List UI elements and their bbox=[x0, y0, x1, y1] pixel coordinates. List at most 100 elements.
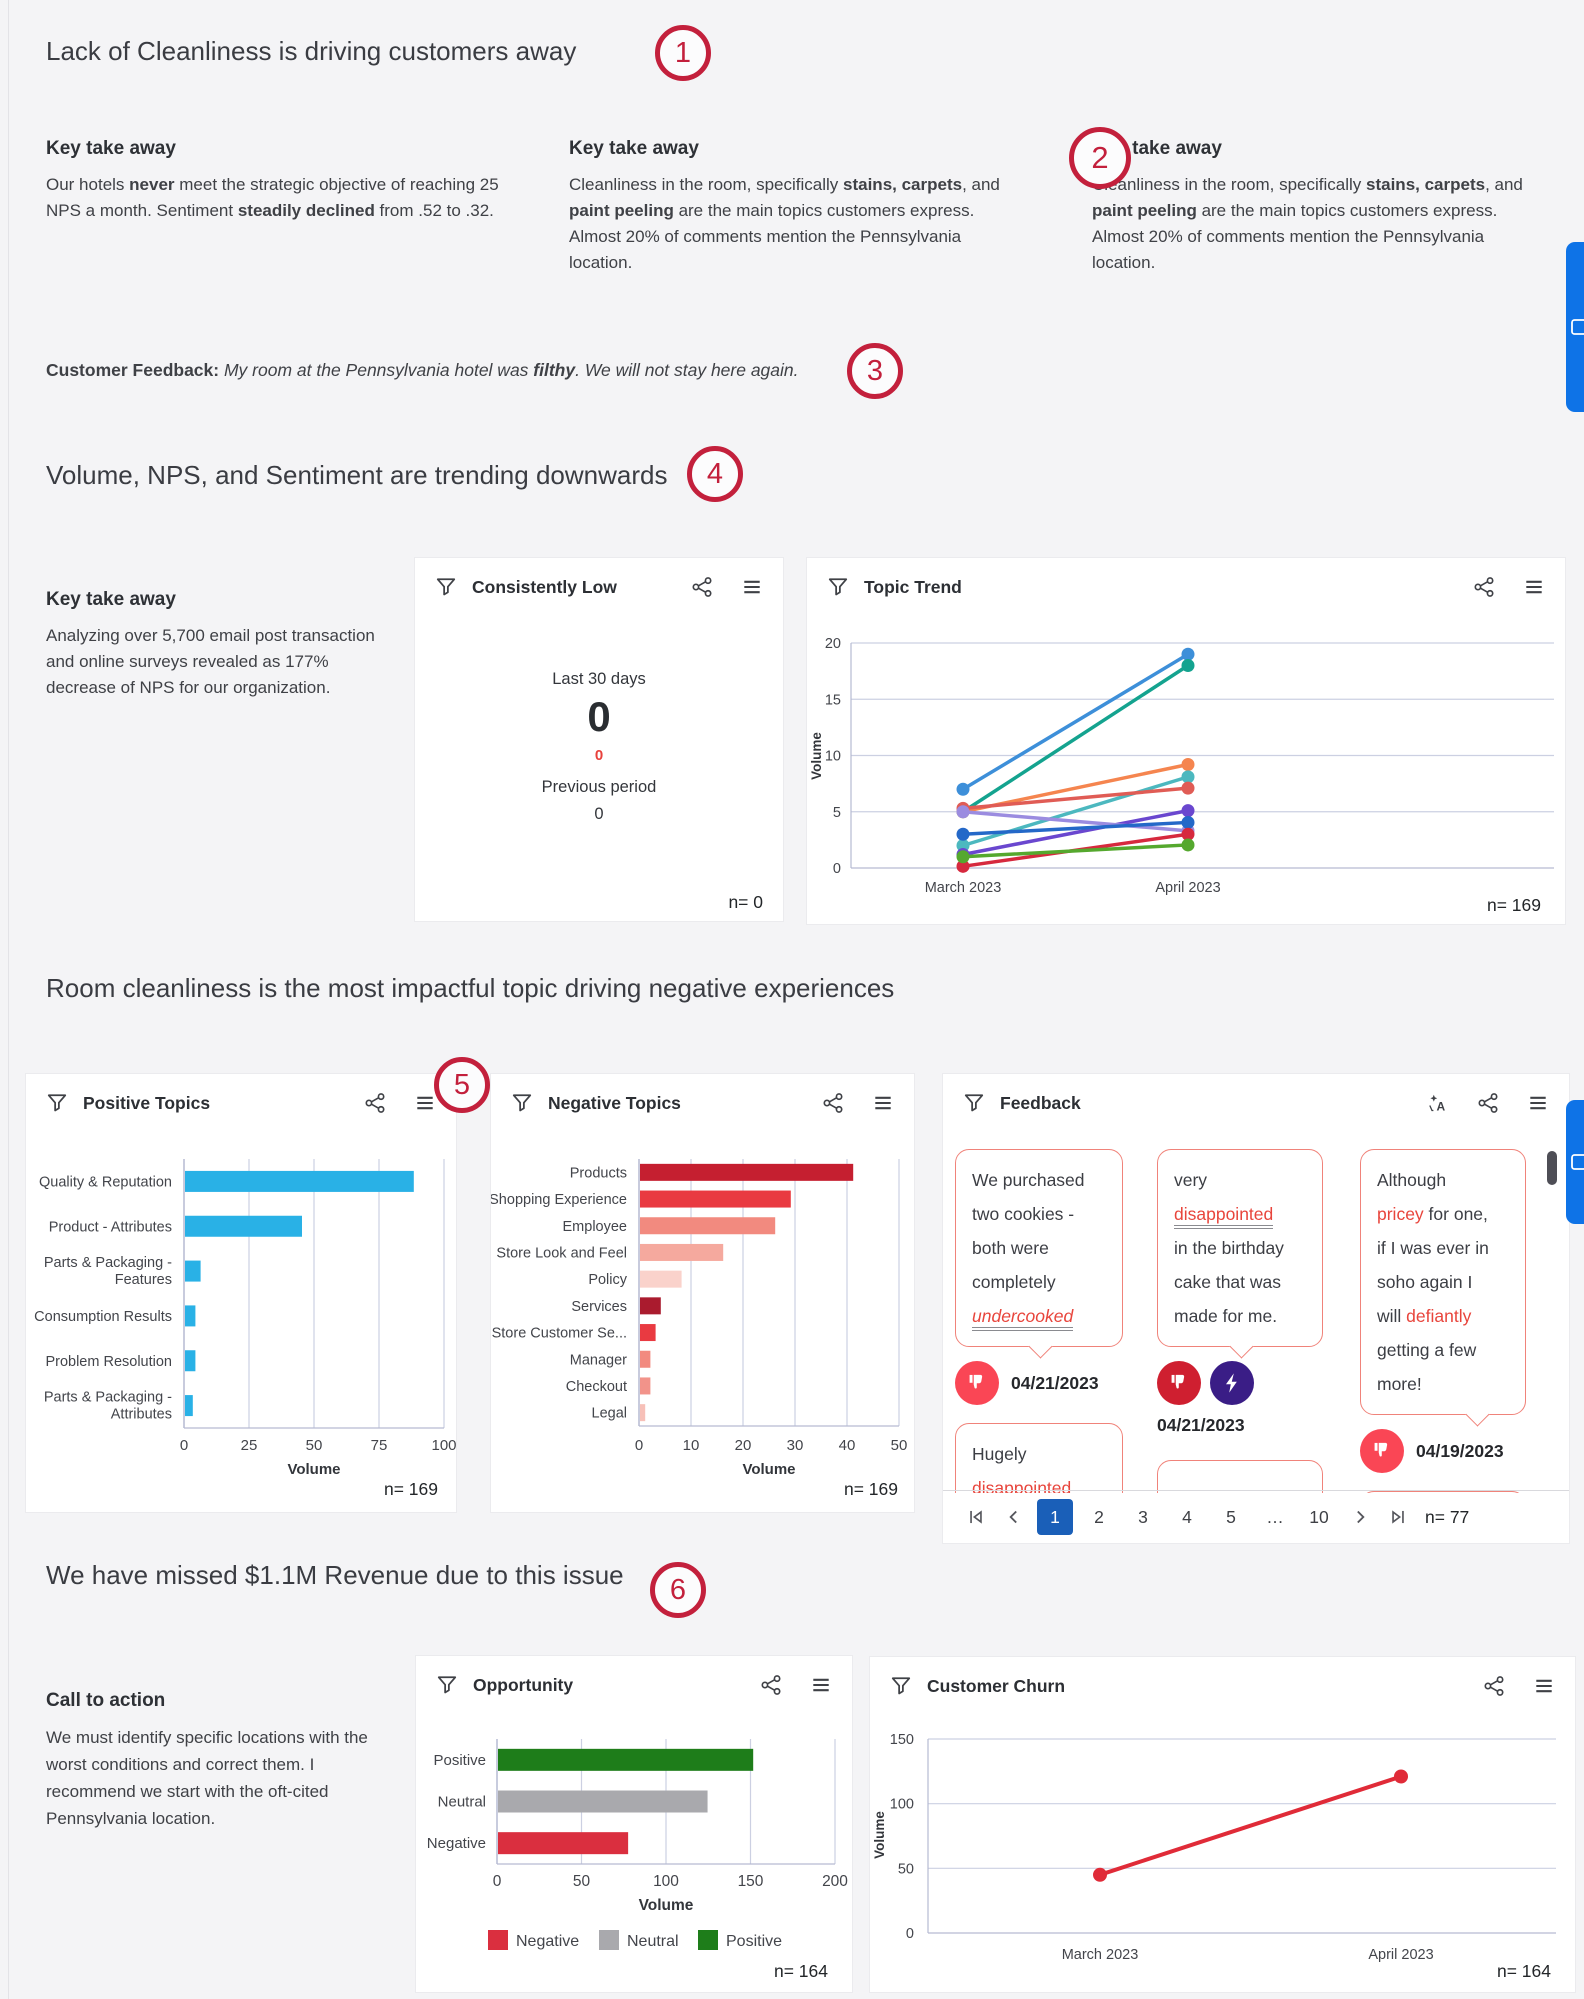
feedback-meta: 04/19/2023 bbox=[1360, 1429, 1526, 1473]
svg-text:50: 50 bbox=[898, 1861, 914, 1877]
pagination-page[interactable]: 5 bbox=[1226, 1506, 1236, 1527]
pagination-page[interactable]: 4 bbox=[1182, 1506, 1192, 1527]
filter-icon[interactable] bbox=[46, 1092, 68, 1114]
widget-menu-icon[interactable] bbox=[1523, 576, 1545, 598]
pagination-prev-icon[interactable] bbox=[999, 1502, 1029, 1532]
filter-icon[interactable] bbox=[963, 1092, 985, 1114]
widget-feedback: Feedback A We purchased two cookies - both… bbox=[942, 1073, 1570, 1544]
svg-text:100: 100 bbox=[431, 1437, 456, 1454]
side-panel-tab[interactable] bbox=[1566, 1100, 1584, 1224]
annotation-number: 3 bbox=[866, 354, 884, 387]
pagination-first-icon[interactable] bbox=[961, 1502, 991, 1532]
annotation-circle-3: 3 bbox=[847, 343, 903, 399]
filter-icon[interactable] bbox=[890, 1675, 912, 1697]
translate-icon[interactable]: A bbox=[1427, 1092, 1449, 1114]
widget-menu-icon[interactable] bbox=[414, 1092, 436, 1114]
share-icon[interactable] bbox=[760, 1674, 782, 1696]
metric-delta-value: 0 bbox=[594, 747, 604, 764]
annotation-number: 4 bbox=[706, 457, 724, 490]
annotation-number: 6 bbox=[669, 1573, 687, 1606]
pagination-next-icon[interactable] bbox=[1345, 1502, 1375, 1532]
widget-menu-icon[interactable] bbox=[1533, 1675, 1555, 1697]
takeaway-body: Analyzing over 5,700 email post transact… bbox=[46, 626, 375, 697]
metric-period-label: Last 30 days bbox=[552, 670, 646, 688]
annotation-circle-6: 6 bbox=[650, 1562, 706, 1618]
filter-icon[interactable] bbox=[436, 1674, 458, 1696]
feedback-card: very disappointed in the birthday cake that… bbox=[1157, 1138, 1323, 1493]
svg-text:50: 50 bbox=[891, 1437, 908, 1454]
topic-trend-chart: 0 5 10 15 20 March 2023 April 2023 Volume bbox=[809, 636, 1554, 896]
feedback-meta: 04/21/2023 bbox=[955, 1361, 1123, 1405]
filter-icon[interactable] bbox=[827, 576, 849, 598]
annotation-circle-1: 1 bbox=[655, 25, 711, 81]
metric-body: Last 30 days 0 0 Previous period 0 bbox=[415, 670, 783, 824]
lightning-bolt-icon bbox=[1210, 1361, 1254, 1405]
svg-text:Product - Attributes: Product - Attributes bbox=[49, 1219, 172, 1235]
side-panel-tab[interactable] bbox=[1566, 242, 1584, 412]
widget-title: Opportunity bbox=[473, 1674, 574, 1695]
svg-text:30: 30 bbox=[787, 1437, 804, 1454]
feedback-meta bbox=[1157, 1361, 1323, 1405]
takeaway-column-trend: Key take away Analyzing over 5,700 email… bbox=[46, 589, 381, 701]
svg-text:100: 100 bbox=[890, 1797, 914, 1813]
feedback-date: 04/21/2023 bbox=[1157, 1415, 1245, 1435]
pagination-page[interactable]: 10 bbox=[1309, 1506, 1329, 1527]
thumbs-down-icon bbox=[1157, 1361, 1201, 1405]
widget-topic-trend: Topic Trend 0 5 10 15 20 March 2023 April 2023… bbox=[806, 557, 1566, 925]
feedback-bubble-partial: Hugely disappointed bbox=[955, 1423, 1123, 1493]
feedback-bubble-partial bbox=[1157, 1460, 1323, 1493]
svg-text:Negative: Negative bbox=[427, 1835, 486, 1852]
svg-text:0: 0 bbox=[180, 1437, 188, 1454]
widget-menu-icon[interactable] bbox=[872, 1092, 894, 1114]
widget-header: Positive Topics bbox=[26, 1074, 456, 1132]
feedback-card: Although pricey for one, if I was ever in s… bbox=[1360, 1138, 1526, 1493]
pagination-last-icon[interactable] bbox=[1383, 1502, 1413, 1532]
pagination-ellipsis: … bbox=[1266, 1506, 1284, 1527]
feedback-scrollbar[interactable] bbox=[1547, 1151, 1557, 1185]
annotation-circle-5: 5 bbox=[434, 1057, 490, 1113]
metric-current-value: 0 bbox=[587, 693, 611, 740]
sample-size-label: n= 169 bbox=[1486, 895, 1541, 915]
share-icon[interactable] bbox=[691, 576, 713, 598]
annotation-number: 2 bbox=[1091, 140, 1109, 175]
widget-menu-icon[interactable] bbox=[741, 576, 763, 598]
call-to-action-column: Call to action We must identify specific… bbox=[46, 1690, 391, 1832]
widget-header: Topic Trend bbox=[807, 558, 1565, 616]
share-icon[interactable] bbox=[1483, 1675, 1505, 1697]
svg-text:Volume: Volume bbox=[809, 732, 824, 780]
svg-text:10: 10 bbox=[825, 749, 841, 765]
svg-text:Parts & Packaging -Features: Parts & Packaging -Features bbox=[44, 1255, 172, 1288]
widget-menu-icon[interactable] bbox=[810, 1674, 832, 1696]
customer-feedback-quote: Customer Feedback: My room at the Pennsy… bbox=[46, 360, 799, 380]
widget-opportunity: Opportunity 0 50 100 150 200 Positive Neutral N… bbox=[415, 1655, 853, 1993]
svg-text:Manager: Manager bbox=[570, 1352, 627, 1368]
widget-menu-icon[interactable] bbox=[1527, 1092, 1549, 1114]
svg-text:Volume: Volume bbox=[742, 1461, 795, 1478]
annotation-circle-2: 2 bbox=[1069, 127, 1131, 189]
opportunity-chart: 0 50 100 150 200 Positive Neutral Negative Volum… bbox=[427, 1739, 848, 1950]
filter-icon[interactable] bbox=[511, 1092, 533, 1114]
pagination-page[interactable]: 2 bbox=[1094, 1506, 1104, 1527]
share-icon[interactable] bbox=[364, 1092, 386, 1114]
share-icon[interactable] bbox=[822, 1092, 844, 1114]
svg-text:April 2023: April 2023 bbox=[1155, 880, 1220, 896]
svg-text:Positive: Positive bbox=[726, 1933, 782, 1950]
widget-title: Customer Churn bbox=[927, 1675, 1066, 1696]
customer-churn-chart: 0 50 100 150 March 2023 April 2023 Volume bbox=[872, 1732, 1556, 1963]
widget-positive-topics: Positive Topics 0 25 50 75 100 Quality & Repu… bbox=[25, 1073, 457, 1513]
sample-size-label: n= 164 bbox=[1496, 1961, 1551, 1981]
filter-icon[interactable] bbox=[435, 576, 457, 598]
share-icon[interactable] bbox=[1473, 576, 1495, 598]
panel-icon bbox=[1571, 319, 1584, 335]
section-title-revenue: We have missed $1.1M Revenue due to this… bbox=[46, 1560, 624, 1590]
pagination-page[interactable]: 1 bbox=[1037, 1499, 1073, 1535]
widget-negative-topics: Negative Topics 0 10 20 30 40 50 Products Shopp… bbox=[490, 1073, 915, 1513]
pagination-page[interactable]: 3 bbox=[1138, 1506, 1148, 1527]
sample-size-label: n= 0 bbox=[728, 892, 763, 912]
share-icon[interactable] bbox=[1477, 1092, 1499, 1114]
widget-title: Positive Topics bbox=[83, 1092, 211, 1113]
svg-text:Volume: Volume bbox=[639, 1897, 694, 1914]
sample-size-label: n= 169 bbox=[843, 1479, 898, 1499]
cta-body: We must identify specific locations with… bbox=[46, 1728, 368, 1828]
